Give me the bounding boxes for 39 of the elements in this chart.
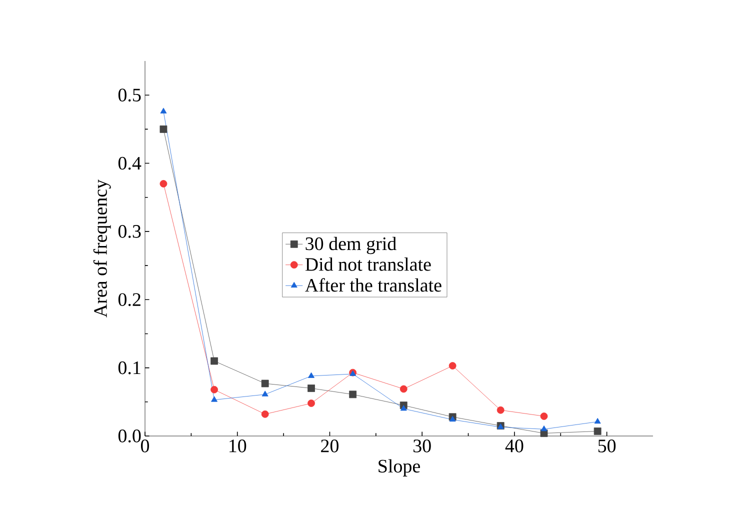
x-tick-label: 50 — [598, 440, 616, 452]
point — [160, 125, 168, 133]
point — [262, 390, 268, 396]
x-tick-label: 20 — [321, 440, 338, 452]
point — [210, 357, 218, 365]
y-tick-label: 0.3 — [118, 225, 141, 238]
point — [308, 372, 314, 378]
point — [160, 180, 168, 188]
point — [261, 380, 269, 388]
x-tick-label: 10 — [230, 440, 246, 452]
y-tick-label: 0.4 — [118, 156, 142, 170]
point — [448, 362, 456, 370]
x-tick-label: 30 — [414, 440, 431, 452]
legend-label: 30 dem grid — [306, 236, 396, 254]
x-tick-label: 40 — [505, 440, 524, 452]
point — [540, 425, 548, 432]
point — [496, 406, 504, 414]
y-tick-label: 0.5 — [118, 88, 141, 102]
x-axis-title: Slope — [378, 459, 420, 476]
y-axis-title: Area of frequency — [93, 179, 111, 318]
point — [261, 410, 269, 418]
y-tick-label: 0.0 — [118, 430, 141, 442]
point — [594, 418, 601, 424]
point — [400, 385, 408, 393]
y-tick-label: 0.2 — [118, 293, 140, 306]
point — [449, 416, 456, 422]
y-tick-label: 0.1 — [118, 361, 140, 374]
legend-label: After the translate — [305, 278, 442, 292]
x-tick-label: 0 — [140, 440, 150, 452]
point — [210, 386, 218, 394]
point — [308, 384, 315, 392]
point — [400, 405, 407, 411]
point — [594, 428, 602, 435]
legend-label: Did not translate — [305, 258, 431, 271]
point — [308, 400, 315, 407]
point — [160, 108, 167, 114]
point — [211, 396, 218, 402]
point — [349, 390, 357, 398]
point — [540, 412, 548, 420]
